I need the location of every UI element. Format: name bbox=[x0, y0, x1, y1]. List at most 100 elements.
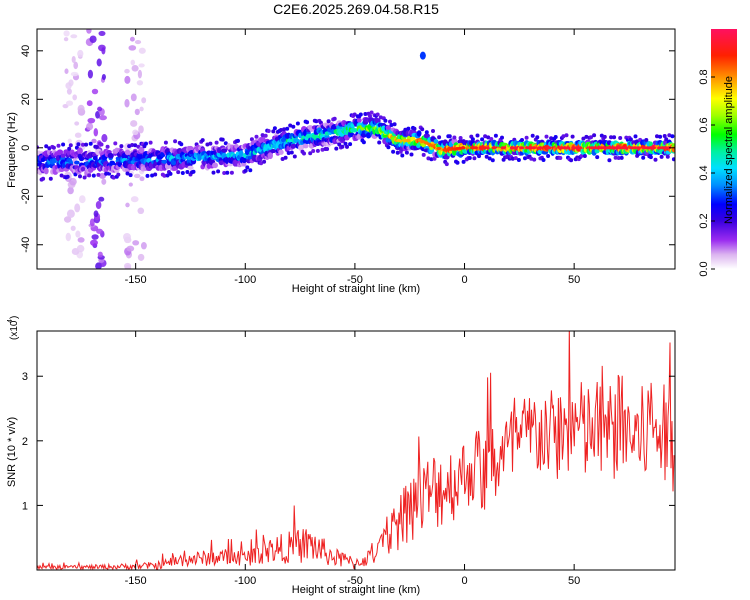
heat-artifact-cell-1 bbox=[139, 176, 145, 182]
heat-halo-cell bbox=[162, 173, 167, 178]
heat-halo-cell bbox=[549, 136, 554, 141]
heat-halo-cell bbox=[455, 160, 460, 165]
heat-halo-cell bbox=[553, 135, 558, 139]
heat-halo-cell bbox=[315, 148, 320, 153]
heat-artifact-cell-2 bbox=[70, 71, 79, 77]
heat-core-cell bbox=[519, 146, 524, 150]
heat-halo-cell bbox=[51, 145, 56, 150]
snr-y-label: SNR (10 * v/v) bbox=[6, 417, 18, 487]
heat-halo-cell bbox=[665, 154, 670, 159]
heat-artifact-cell-0 bbox=[97, 44, 106, 52]
heat-halo-cell bbox=[67, 146, 72, 151]
heat-halo-cell bbox=[490, 158, 495, 163]
heat-halo-cell bbox=[524, 135, 529, 140]
heat-ridge-cell bbox=[56, 149, 64, 155]
heat-core-cell bbox=[546, 146, 552, 150]
heat-halo-cell bbox=[589, 135, 593, 140]
heat-artifact-cell-0 bbox=[90, 239, 98, 246]
heat-artifact-cell-2 bbox=[71, 56, 76, 63]
heat-halo-cell bbox=[163, 140, 168, 145]
snr-x-tick-label: 50 bbox=[568, 575, 580, 587]
heat-halo-cell bbox=[619, 155, 624, 160]
snr-x-ticks: -150 -100 -50 0 50 bbox=[125, 331, 580, 587]
heat-halo-cell bbox=[153, 172, 158, 177]
heat-halo-cell bbox=[78, 174, 82, 179]
heat-halo-cell bbox=[286, 151, 291, 155]
heat-artifact-cell-1 bbox=[139, 106, 144, 112]
heat-halo-cell bbox=[426, 156, 431, 161]
heat-halo-cell bbox=[541, 158, 546, 162]
heat-halo-cell bbox=[375, 112, 380, 117]
heat-artifact-cell-1 bbox=[128, 182, 133, 187]
snr-y-ticks: 1 2 3 bbox=[22, 371, 675, 512]
spectrogram-x-tick-label: -50 bbox=[347, 274, 363, 286]
heat-artifact-cell-2 bbox=[76, 244, 85, 253]
heat-halo-cell bbox=[480, 137, 485, 142]
heat-halo-cell bbox=[561, 134, 566, 139]
heat-halo-cell bbox=[285, 126, 290, 131]
heat-core-cell bbox=[531, 146, 537, 150]
heat-halo-cell bbox=[592, 133, 597, 138]
heat-ridge-cell bbox=[361, 133, 367, 138]
heat-halo-cell bbox=[144, 141, 148, 146]
colorbar-tick-label: 0.4 bbox=[698, 165, 710, 180]
heat-halo-cell bbox=[245, 165, 250, 170]
heat-artifact-cell-1 bbox=[140, 241, 147, 250]
heat-artifact-cell-1 bbox=[134, 108, 140, 116]
heat-halo-cell bbox=[523, 156, 527, 161]
heat-halo-cell bbox=[404, 150, 409, 155]
heat-ridge-cell bbox=[290, 143, 297, 149]
heat-artifact-cell-0 bbox=[93, 210, 99, 217]
heat-artifact-cell-1 bbox=[130, 93, 137, 102]
heat-artifact-cell-2 bbox=[67, 138, 72, 144]
heat-halo-cell bbox=[383, 118, 388, 123]
heat-artifact-cell-1 bbox=[125, 202, 130, 208]
heat-halo-cell bbox=[500, 135, 504, 140]
spectrogram-panel: -150 -100 -50 0 50 -40 -20 0 20 40 Height of str… bbox=[6, 28, 676, 295]
heat-artifact-cell-2 bbox=[66, 209, 75, 218]
heat-ridge-cell bbox=[43, 167, 49, 175]
heat-halo-cell bbox=[179, 142, 184, 147]
heat-artifact-cell-2 bbox=[68, 79, 74, 87]
heat-halo-cell bbox=[279, 128, 283, 132]
heat-artifact-cell-1 bbox=[131, 64, 139, 72]
heat-halo-cell bbox=[599, 133, 604, 138]
heat-halo-cell bbox=[667, 133, 672, 138]
colorbar-ticks: 0.0 0.2 0.4 0.6 0.8 bbox=[698, 69, 715, 277]
heat-ridge-cell bbox=[138, 146, 145, 154]
heat-halo-cell bbox=[208, 141, 213, 146]
heat-core-cell bbox=[405, 138, 411, 143]
heat-ridge-cell bbox=[433, 139, 439, 144]
heat-halo-cell bbox=[409, 152, 414, 157]
heat-ridge-cell bbox=[424, 133, 430, 139]
heat-core-cell bbox=[635, 146, 641, 150]
heat-artifact-cell-0 bbox=[89, 218, 95, 227]
heat-halo-cell bbox=[220, 137, 225, 142]
heat-artifact-cell-1 bbox=[130, 196, 139, 203]
heat-ridge-cell bbox=[302, 143, 309, 149]
heat-halo-cell bbox=[420, 127, 425, 132]
heat-halo-cell bbox=[308, 151, 313, 156]
heat-halo-cell bbox=[185, 170, 190, 174]
heat-halo-cell bbox=[581, 136, 586, 141]
heat-halo-cell bbox=[609, 135, 613, 140]
heat-artifact-cell-1 bbox=[130, 120, 138, 127]
heat-halo-cell bbox=[670, 134, 675, 139]
heat-halo-cell bbox=[305, 120, 310, 125]
heat-ridge-cell bbox=[238, 150, 244, 158]
heat-halo-cell bbox=[358, 112, 363, 117]
heat-halo-cell bbox=[529, 156, 534, 161]
spectrogram-y-tick-label: 20 bbox=[20, 93, 32, 105]
heat-halo-cell bbox=[266, 129, 271, 133]
heat-core-cell bbox=[460, 146, 466, 150]
heat-halo-cell bbox=[262, 159, 267, 164]
heat-artifact-cell-1 bbox=[133, 173, 141, 179]
heat-halo-cell bbox=[662, 134, 667, 138]
heat-artifact-cell-2 bbox=[63, 30, 70, 37]
heat-artifact-cell-0 bbox=[95, 110, 101, 119]
snr-scale-factor: (x10 4 ) bbox=[7, 316, 20, 340]
colorbar: 0.0 0.2 0.4 0.6 0.8 Normalized spectral ampl… bbox=[698, 29, 737, 277]
heat-ridge-cell bbox=[107, 152, 114, 159]
heat-artifact-cell-0 bbox=[101, 178, 107, 185]
